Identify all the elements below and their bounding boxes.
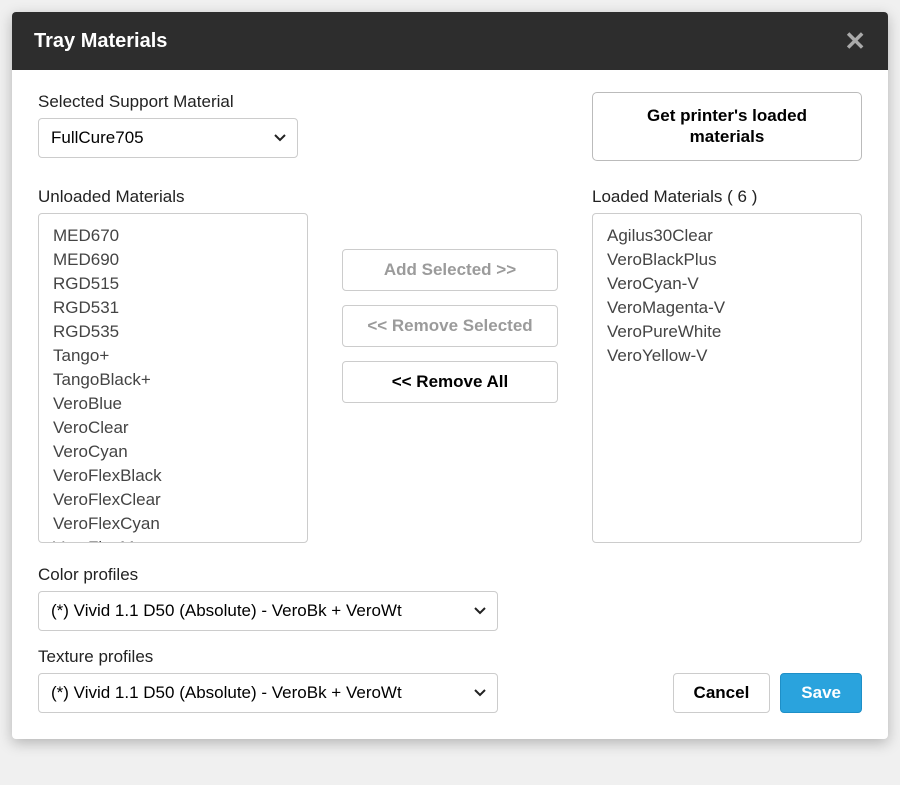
texture-profiles-field: Texture profiles (*) Vivid 1.1 D50 (Abso…	[38, 647, 498, 713]
remove-selected-button[interactable]: << Remove Selected	[342, 305, 558, 347]
support-material-field: Selected Support Material FullCure705	[38, 92, 298, 158]
close-icon[interactable]: ✕	[844, 28, 866, 54]
unloaded-column: Unloaded Materials MED670MED690RGD515RGD…	[38, 187, 308, 543]
list-item[interactable]: MED670	[53, 224, 293, 248]
support-material-label: Selected Support Material	[38, 92, 298, 112]
unloaded-label: Unloaded Materials	[38, 187, 308, 207]
list-item[interactable]: Tango+	[53, 344, 293, 368]
cancel-button[interactable]: Cancel	[673, 673, 771, 713]
list-item[interactable]: TangoBlack+	[53, 368, 293, 392]
texture-profiles-select[interactable]: (*) Vivid 1.1 D50 (Absolute) - VeroBk + …	[38, 673, 498, 713]
list-item[interactable]: VeroFlexMagenta	[53, 536, 293, 543]
list-item[interactable]: VeroFlexBlack	[53, 464, 293, 488]
loaded-column: Loaded Materials ( 6 ) Agilus30ClearVero…	[592, 187, 862, 543]
texture-profiles-label: Texture profiles	[38, 647, 498, 667]
get-loaded-materials-button[interactable]: Get printer's loaded materials	[592, 92, 862, 161]
list-item[interactable]: VeroFlexCyan	[53, 512, 293, 536]
tray-materials-dialog: Tray Materials ✕ Selected Support Materi…	[12, 12, 888, 739]
list-item[interactable]: VeroCyan	[53, 440, 293, 464]
loaded-listbox[interactable]: Agilus30ClearVeroBlackPlusVeroCyan-VVero…	[592, 213, 862, 543]
move-buttons-column: Add Selected >> << Remove Selected << Re…	[308, 187, 592, 403]
list-item[interactable]: RGD531	[53, 296, 293, 320]
list-item[interactable]: Agilus30Clear	[607, 224, 847, 248]
loaded-label: Loaded Materials ( 6 )	[592, 187, 862, 207]
list-item[interactable]: VeroBlackPlus	[607, 248, 847, 272]
remove-all-button[interactable]: << Remove All	[342, 361, 558, 403]
list-item[interactable]: VeroYellow-V	[607, 344, 847, 368]
list-item[interactable]: VeroFlexClear	[53, 488, 293, 512]
dialog-title: Tray Materials	[34, 30, 167, 53]
list-item[interactable]: VeroBlue	[53, 392, 293, 416]
dialog-titlebar: Tray Materials ✕	[12, 12, 888, 70]
list-item[interactable]: VeroCyan-V	[607, 272, 847, 296]
list-item[interactable]: RGD535	[53, 320, 293, 344]
list-item[interactable]: RGD515	[53, 272, 293, 296]
list-item[interactable]: VeroPureWhite	[607, 320, 847, 344]
color-profiles-select[interactable]: (*) Vivid 1.1 D50 (Absolute) - VeroBk + …	[38, 591, 498, 631]
color-profiles-field: Color profiles (*) Vivid 1.1 D50 (Absolu…	[38, 565, 862, 631]
support-material-select[interactable]: FullCure705	[38, 118, 298, 158]
unloaded-listbox[interactable]: MED670MED690RGD515RGD531RGD535Tango+Tang…	[38, 213, 308, 543]
dialog-body: Selected Support Material FullCure705 Ge…	[12, 70, 888, 739]
list-item[interactable]: VeroMagenta-V	[607, 296, 847, 320]
list-item[interactable]: VeroClear	[53, 416, 293, 440]
footer-buttons: Cancel Save	[673, 673, 862, 713]
save-button[interactable]: Save	[780, 673, 862, 713]
add-selected-button[interactable]: Add Selected >>	[342, 249, 558, 291]
list-item[interactable]: MED690	[53, 248, 293, 272]
color-profiles-label: Color profiles	[38, 565, 862, 585]
